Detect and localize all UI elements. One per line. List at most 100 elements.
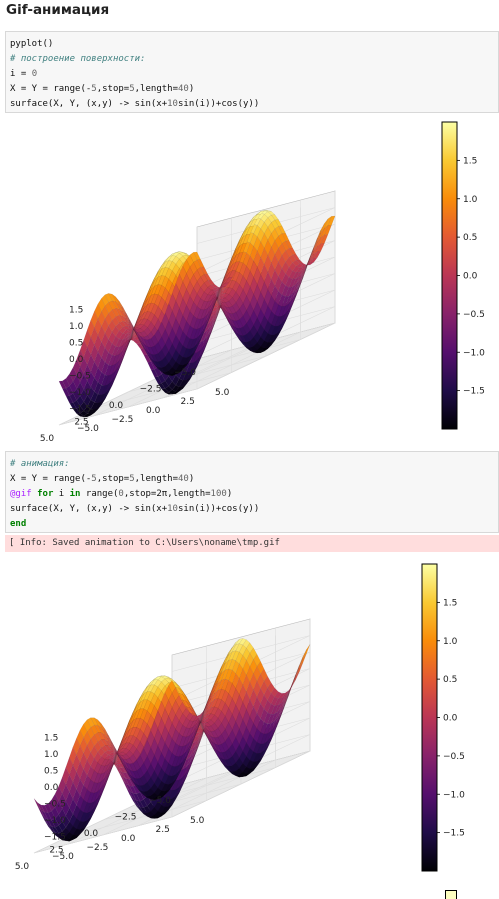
y-tick-label: 0.0: [121, 834, 136, 844]
code-line: X = Y = range(-5,stop=5,length=40): [10, 82, 494, 97]
surface-patch: [203, 695, 212, 711]
y-tick-label: 2.5: [181, 397, 195, 407]
gridline: [68, 800, 207, 837]
code-token: surface(X, Y, (x,y) -> sin(x+: [10, 504, 168, 514]
code-token: 40: [178, 84, 189, 94]
z-tick-label: 1.5: [69, 306, 83, 316]
code-token: in: [69, 489, 81, 499]
colorbar-tick-label: −0.5: [443, 752, 465, 762]
code-line: surface(X, Y, (x,y) -> sin(x+10sin(i))+c…: [10, 97, 494, 112]
code-token: ,length=: [134, 84, 178, 94]
z-tick-label: −1.5: [69, 405, 91, 415]
info-output: [ Info: Saved animation to C:\Users\nona…: [5, 535, 499, 552]
code-line: # анимация:: [10, 457, 494, 472]
surface-mesh: [58, 210, 336, 418]
code-token: 5: [129, 84, 135, 94]
colorbar-tick-label: 1.5: [463, 156, 477, 166]
surface-patch: [125, 712, 134, 730]
surface-patch: [69, 402, 77, 410]
code-token: 5: [91, 474, 97, 484]
code-line: pyplot(): [10, 37, 494, 52]
section-heading: Gif-анимация: [6, 2, 110, 18]
code-line: @gif for i in range(0,stop=2π,length=100…: [10, 487, 494, 502]
code-token: i =: [10, 69, 32, 79]
code-line: # построение поверхности:: [10, 52, 494, 67]
gridline: [33, 816, 173, 854]
colorbar-tick-label: 0.0: [463, 272, 478, 282]
surface-patch: [196, 711, 204, 732]
code-token: 10: [167, 504, 178, 514]
surface-patch: [129, 794, 137, 806]
colorbar-gradient: [441, 121, 458, 430]
y-tick-label: 5.0: [190, 816, 205, 826]
colorbar-tick-label: 0.0: [443, 714, 458, 724]
code-token: surface(X, Y, (x,y) -> sin(x+: [10, 99, 168, 109]
surface-patch: [72, 408, 81, 414]
colorbar-tick-label: 0.5: [463, 233, 477, 243]
code-line: X = Y = range(-5,stop=5,length=40): [10, 472, 494, 487]
code-token: X = Y = range(-: [10, 474, 92, 484]
x-tick-label: −5.0: [174, 368, 196, 378]
code-token: sin(i))+cos(y)): [177, 504, 260, 514]
code-token: i: [53, 489, 70, 499]
code-token: # анимация:: [10, 459, 70, 469]
code-line: surface(X, Y, (x,y) -> sin(x+10sin(i))+c…: [10, 502, 494, 517]
colorbar-tick-label: −1.0: [463, 348, 485, 358]
x-tick-label: 0.0: [109, 401, 124, 411]
colorbar-1: 1.5 1.0 0.5 0.0 −0.5 −1.0 −1.5: [441, 121, 485, 430]
surface-patch: [147, 361, 155, 370]
x-tick-label: 5.0: [15, 862, 30, 872]
colorbar-tick-label: −0.5: [463, 310, 485, 320]
gridline: [162, 331, 301, 399]
surface-plot-2: −5.0 −2.5 0.0 2.5 5.0 −5.0 −2.5 0.0 2.5 5.0 1.5 1.0…: [0, 556, 499, 886]
code-token: sin(i))+cos(y)): [177, 99, 260, 109]
z-tick-label: −0.5: [44, 800, 66, 810]
z-tick-label: 0.0: [44, 783, 59, 793]
x-tick-label: 5.0: [40, 434, 55, 443]
z-tick-label: 1.0: [44, 750, 59, 760]
code-token: 0: [31, 69, 38, 79]
code-token: 0: [118, 489, 124, 499]
y-tick-label: −5.0: [52, 852, 74, 862]
colorbar-gradient: [421, 563, 438, 872]
surface-patch: [299, 266, 307, 287]
y-tick-label: 2.5: [156, 825, 170, 835]
code-token: ,stop=: [96, 474, 130, 484]
surface-patch: [164, 392, 173, 395]
code-line: end: [10, 517, 494, 532]
x-tick-label: 0.0: [84, 829, 99, 839]
gridline: [58, 388, 198, 426]
surface-patch: [122, 779, 130, 792]
code-token: ,stop=: [96, 84, 130, 94]
colorbar-2: 1.5 1.0 0.5 0.0 −0.5 −1.0 −1.5: [421, 563, 465, 872]
colorbar-tick-label: −1.5: [463, 387, 485, 397]
code-cell-2[interactable]: # анимация: X = Y = range(-5,stop=5,lengt…: [5, 451, 499, 533]
surface-figure-1: −5.0 −2.5 0.0 2.5 5.0 −5.0 −2.5 0.0 2.5 5.0 1.5 1.0…: [40, 190, 336, 443]
surface-patch: [118, 772, 127, 784]
surface-patch: [125, 786, 134, 799]
surface-patch: [76, 413, 85, 417]
x-tick-label: 2.5: [74, 418, 88, 428]
code-line: i = 0: [10, 67, 494, 82]
z-tick-label: −1.0: [44, 816, 66, 826]
code-token: ): [188, 84, 195, 94]
gridline: [171, 750, 311, 818]
x-tick-label: 2.5: [49, 846, 63, 856]
gridline: [93, 372, 232, 409]
z-tick-label: 1.0: [69, 322, 84, 332]
colorbar-tick-label: −1.5: [443, 829, 465, 839]
y-tick-label: 0.0: [146, 406, 161, 416]
y-tick-label: −5.0: [77, 424, 99, 434]
code-token: end: [10, 519, 27, 529]
code-token: 10: [167, 99, 178, 109]
gridline: [196, 322, 336, 390]
z-tick-label: 0.5: [69, 339, 83, 349]
x-tick-label: −2.5: [115, 813, 137, 823]
x-tick-label: −2.5: [140, 385, 162, 395]
surface-patch: [115, 765, 123, 777]
code-token: ,stop=2π,length=: [123, 489, 211, 499]
y-tick-label: −2.5: [112, 415, 134, 425]
surface-patch: [62, 388, 70, 397]
colorbar-tick-label: 1.0: [463, 195, 478, 205]
